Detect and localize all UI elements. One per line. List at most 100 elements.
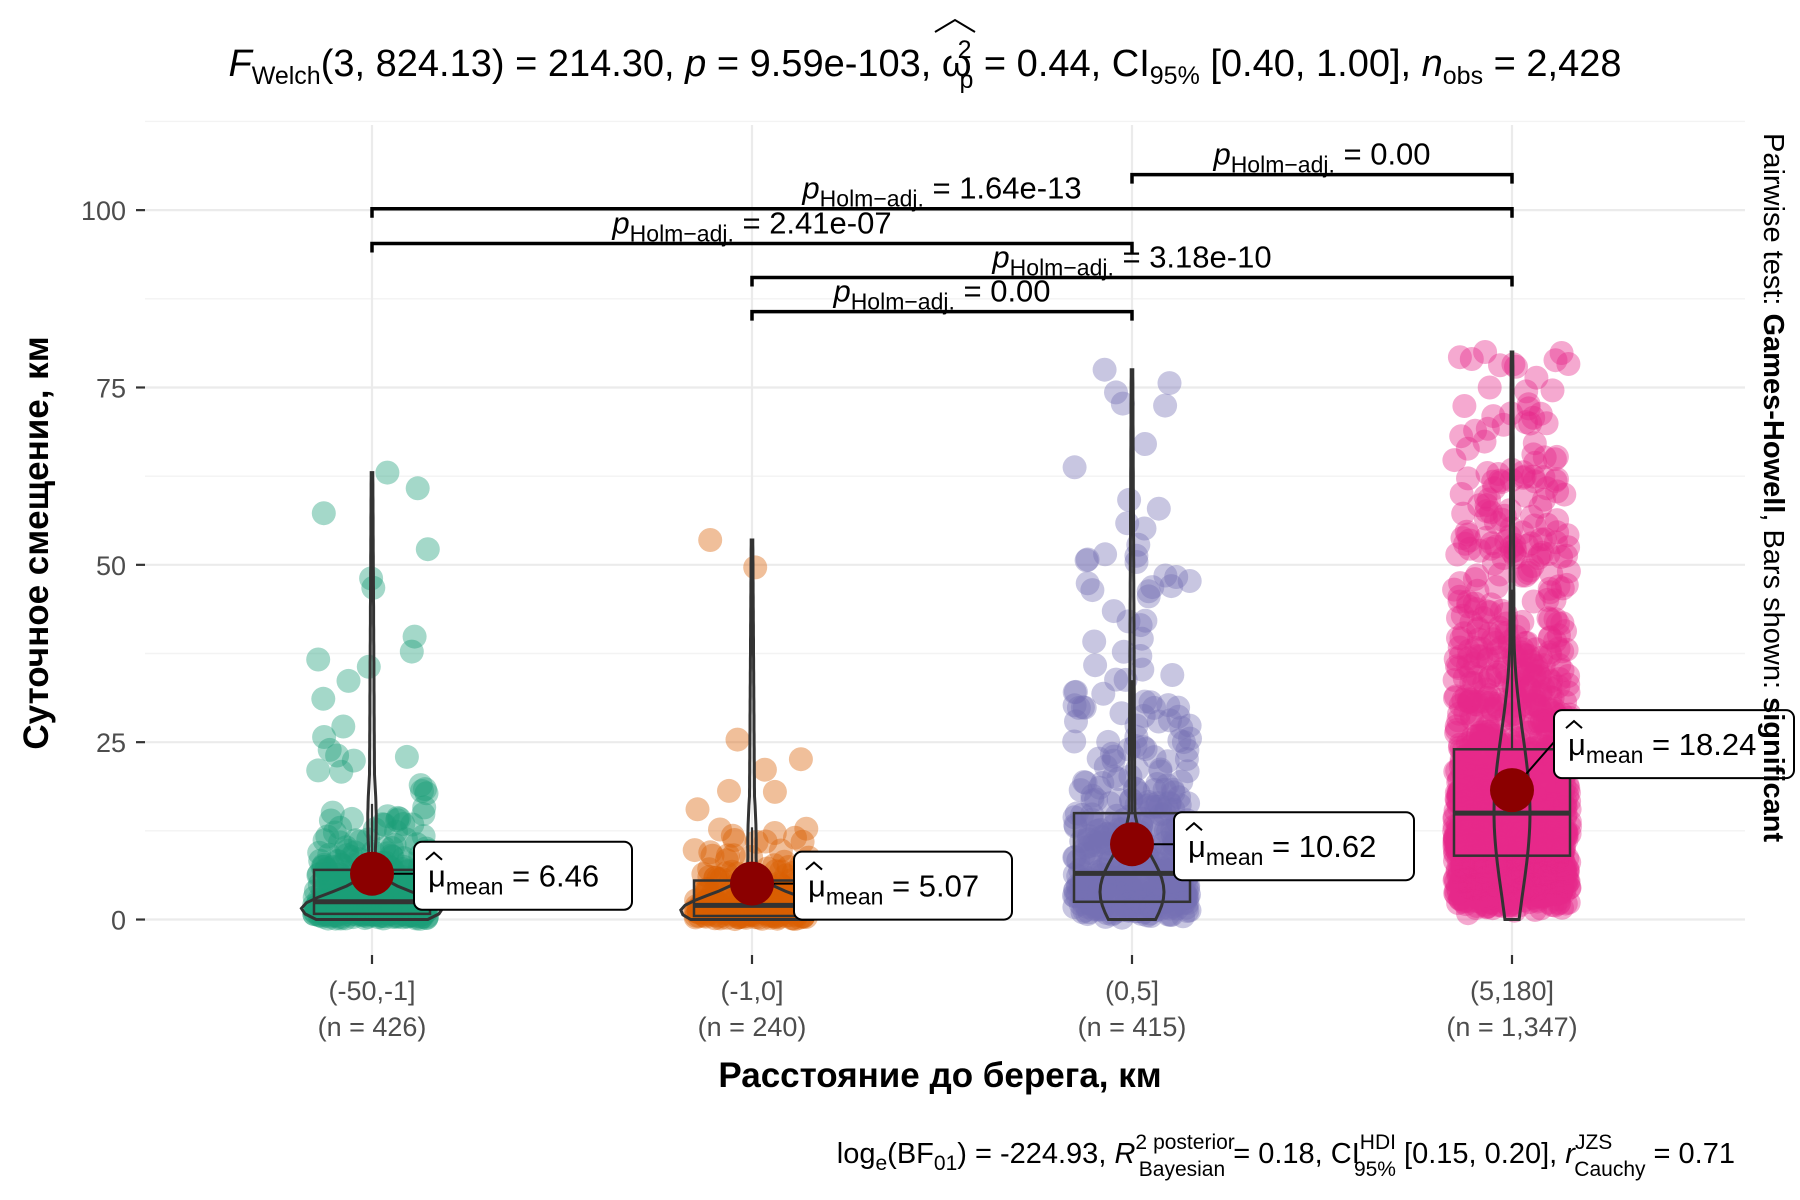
mu-hat [805, 861, 823, 871]
data-point [1169, 769, 1194, 794]
data-point [1447, 584, 1472, 609]
data-point [1556, 870, 1580, 894]
data-point [1484, 729, 1509, 754]
sub-r-value: = 0.71 [1646, 1138, 1736, 1170]
data-point [1453, 531, 1478, 556]
data-point [1485, 874, 1510, 899]
mean-layer: μmean = 6.46 μmean = 5.07 μmean = 10.62 μme… [350, 709, 1795, 921]
data-point [1160, 663, 1185, 687]
data-point [318, 808, 343, 833]
data-point [1448, 887, 1473, 912]
data-point [1522, 664, 1547, 689]
data-point [1552, 859, 1577, 884]
data-point [1528, 857, 1553, 882]
data-point [1498, 852, 1523, 877]
data-point [1485, 638, 1510, 663]
data-point [1538, 676, 1563, 701]
data-point [1080, 788, 1105, 813]
data-point [1456, 653, 1481, 678]
data-point [1557, 875, 1582, 900]
data-point [1522, 692, 1547, 717]
data-point [331, 714, 356, 739]
data-point [1459, 670, 1484, 695]
data-point [1477, 487, 1501, 512]
data-point [1101, 599, 1126, 624]
data-point [325, 743, 350, 768]
data-point [1448, 872, 1473, 897]
title-stat-sub: Welch [252, 62, 321, 90]
data-point [1523, 450, 1548, 475]
data-point [1116, 898, 1141, 923]
data-point [1100, 741, 1124, 766]
data-point [1496, 863, 1520, 888]
data-point [1133, 608, 1158, 633]
data-point [698, 840, 723, 865]
title-p-value: = 9.59e-103, [706, 43, 942, 85]
data-point [1462, 567, 1487, 592]
sub-r2-sup: 2 [1135, 1131, 1147, 1154]
data-point [1554, 543, 1579, 568]
data-point [1547, 890, 1572, 915]
data-point [1452, 869, 1477, 894]
data-point [1177, 898, 1202, 923]
data-point [1524, 653, 1549, 678]
data-point [1531, 465, 1556, 490]
violin-shape [1492, 350, 1532, 921]
data-point [1137, 792, 1162, 817]
data-point [1538, 625, 1563, 650]
data-point [1520, 885, 1545, 910]
data-point [772, 849, 797, 874]
data-point [1461, 853, 1486, 877]
data-point [1465, 704, 1490, 728]
data-point [1551, 871, 1576, 896]
mean-label: μmean = 6.46 [428, 859, 599, 900]
data-point [1523, 872, 1548, 897]
data-point [1135, 903, 1160, 928]
data-point [1518, 656, 1543, 681]
x-tick-label: (-50,-1] [328, 976, 415, 1006]
data-point [1529, 645, 1553, 670]
data-point [1444, 718, 1469, 742]
data-point [1478, 726, 1503, 751]
data-point [1540, 893, 1565, 917]
data-point [385, 808, 410, 833]
data-point [1533, 527, 1557, 552]
data-point [1474, 866, 1499, 891]
data-point [1528, 896, 1553, 921]
data-point [1455, 436, 1480, 461]
y-tick-label: 0 [111, 906, 126, 936]
data-point [1455, 868, 1480, 893]
data-point [790, 829, 815, 854]
data-point [1477, 683, 1502, 708]
data-point [1478, 721, 1503, 746]
data-point [1542, 588, 1567, 613]
data-point [1456, 874, 1481, 899]
data-point [1152, 777, 1177, 802]
data-point [1551, 857, 1576, 881]
data-point [1528, 401, 1553, 426]
data-point [1540, 858, 1565, 883]
data-point [1446, 626, 1470, 651]
data-point [1552, 880, 1577, 905]
data-point [783, 825, 807, 850]
data-point [1546, 674, 1571, 699]
pairwise-label: pHolm−adj. = 0.00 [1212, 137, 1430, 178]
data-point [335, 843, 359, 868]
data-point [1475, 647, 1500, 672]
data-point [1503, 868, 1528, 893]
data-point [1131, 703, 1156, 728]
data-point [1446, 880, 1471, 905]
data-point [311, 501, 336, 526]
data-point [1533, 857, 1558, 882]
data-point [1483, 631, 1507, 655]
data-point [1534, 411, 1559, 436]
x-tick-label: (5,180] [1470, 976, 1554, 1006]
sub-hdi-sup: HDI [1360, 1131, 1396, 1154]
data-point [1545, 520, 1570, 545]
data-point [375, 804, 400, 829]
data-point [1469, 636, 1494, 661]
data-point [685, 797, 710, 822]
data-point [682, 838, 707, 863]
data-point [1145, 791, 1170, 816]
data-point [1498, 856, 1523, 881]
